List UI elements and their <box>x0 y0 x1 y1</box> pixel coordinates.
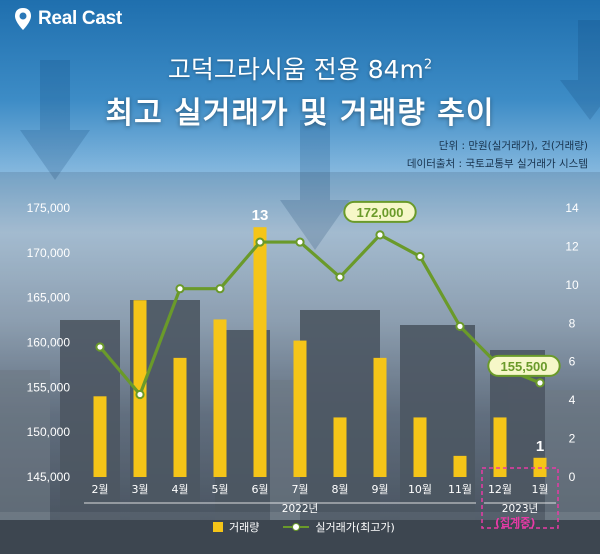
price-point <box>135 389 145 400</box>
y-right-tick-label: 8 <box>569 316 576 330</box>
wip-dashed-box <box>481 467 559 529</box>
legend: 거래량 실거래가(최고가) <box>213 519 395 535</box>
legend-line-swatch <box>283 522 310 532</box>
x-tick-label: 9월 <box>371 483 388 496</box>
legend-line-label: 실거래가(최고가) <box>315 521 395 534</box>
price-point <box>535 378 545 388</box>
price-point <box>455 321 465 331</box>
y-left-tick-label: 145,000 <box>27 470 71 484</box>
bar <box>413 417 427 477</box>
y-right-tick-label: 0 <box>569 470 576 484</box>
price-point <box>215 284 225 294</box>
y-left-tick-label: 150,000 <box>27 425 71 439</box>
y-right-tick-label: 12 <box>565 239 579 253</box>
price-point <box>375 230 385 240</box>
x-tick-label: 7월 <box>291 483 308 496</box>
bar-data-label: 13 <box>252 207 269 224</box>
legend-bar-label: 거래량 <box>229 521 260 534</box>
down-arrow-icon <box>20 60 90 180</box>
y-right-tick-label: 2 <box>569 432 576 446</box>
y-right-tick-label: 4 <box>569 393 576 407</box>
y-right-tick-label: 6 <box>569 355 576 369</box>
y-left-tick-label: 175,000 <box>27 201 71 215</box>
x-tick-label: 3월 <box>131 483 148 496</box>
line-label-pill <box>343 200 417 223</box>
bar <box>493 417 507 477</box>
down-arrow-icon <box>280 120 350 250</box>
y-left-tick-label: 165,000 <box>27 291 71 305</box>
x-tick-label: 10월 <box>408 483 432 496</box>
bar <box>173 357 187 477</box>
line-data-label: 172,000 <box>357 205 404 220</box>
bar <box>213 319 227 477</box>
bar <box>93 396 107 477</box>
price-line <box>98 233 541 397</box>
y-left-tick-label: 160,000 <box>27 336 71 350</box>
unit-note: 단위 : 만원(실거래가), 건(거래량) <box>438 140 588 152</box>
bar <box>373 357 387 477</box>
y-left-tick-label: 170,000 <box>27 246 71 260</box>
price-point <box>335 272 345 282</box>
bar-data-label: 1 <box>536 438 544 455</box>
bar <box>453 455 467 477</box>
y-left-tick-label: 155,000 <box>27 380 71 394</box>
x-tick-label: 8월 <box>331 483 348 496</box>
source-note: 데이터출처 : 국토교통부 실거래가 시스템 <box>406 158 588 170</box>
bar <box>253 227 267 477</box>
price-point <box>95 342 105 352</box>
wip-annotation: (집계중) <box>495 516 536 529</box>
chart-title-line1: 고덕그라시움 전용 84m2 <box>167 55 433 84</box>
line-label-pill <box>487 354 561 377</box>
x-tick-label: 11월 <box>448 483 472 496</box>
bar <box>293 340 307 477</box>
legend-bar-swatch <box>213 522 223 532</box>
price-point <box>175 284 185 294</box>
bar <box>333 417 347 477</box>
year-label: 2022년 <box>282 503 318 515</box>
x-tick-label: 12월 <box>488 483 512 496</box>
y-right-tick-label: 14 <box>565 201 579 215</box>
x-tick-label: 5월 <box>211 483 228 496</box>
line-data-label: 155,500 <box>501 359 548 374</box>
price-point <box>255 237 265 247</box>
year-label: 2023년 <box>502 503 538 515</box>
brand-logo: Real Cast <box>14 8 122 30</box>
x-tick-label: 4월 <box>171 483 188 496</box>
price-point <box>415 251 425 262</box>
x-tick-label: 1월 <box>531 483 548 496</box>
chart-title-line2: 최고 실거래가 및 거래량 추이 <box>105 96 495 131</box>
brand-name: Real Cast <box>38 8 122 29</box>
price-point <box>295 237 305 247</box>
x-tick-label: 6월 <box>251 483 268 496</box>
y-right-tick-label: 10 <box>565 278 579 292</box>
bar <box>133 300 147 477</box>
x-tick-label: 2월 <box>91 483 108 496</box>
realcast-logo-icon <box>15 8 31 30</box>
down-arrow-icon <box>560 20 600 120</box>
